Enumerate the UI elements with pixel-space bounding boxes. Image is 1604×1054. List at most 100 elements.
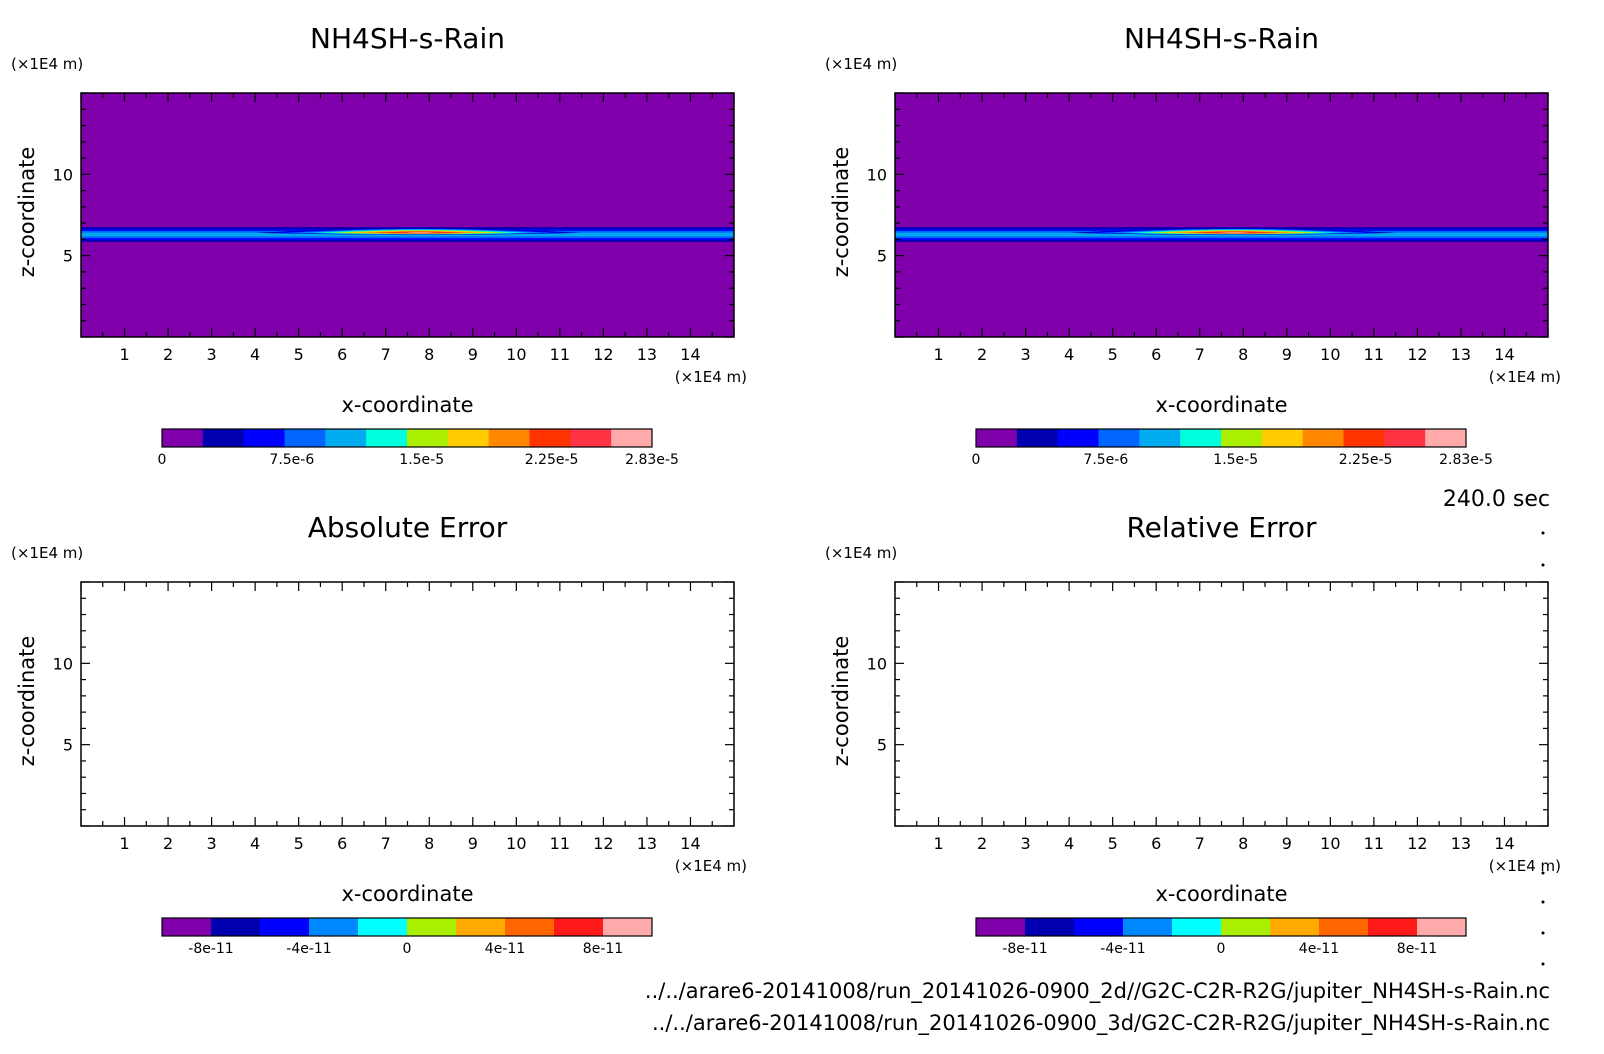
x-tick-label: 5 [1108, 345, 1118, 364]
colorbar-segment [1261, 429, 1304, 447]
colorbar-segment [1172, 918, 1222, 936]
stray-dot [1541, 931, 1545, 935]
x-tick-label: 1 [119, 345, 129, 364]
x-tick-label: 2 [977, 834, 987, 853]
colorbar-frame [161, 428, 653, 448]
stray-dot [1541, 563, 1545, 567]
colorbar-tick-label: 1.5e-5 [399, 452, 444, 468]
x-tick-label: 4 [1064, 834, 1074, 853]
y-axis-label: z-coordinate [829, 636, 853, 767]
colorbar-segment [1384, 429, 1426, 447]
x-tick-label: 11 [1364, 834, 1384, 853]
colorbar-tick-label: 4e-11 [1299, 941, 1339, 957]
y-tick-label: 10 [53, 165, 73, 184]
x-tick-label: 7 [1195, 834, 1205, 853]
x-axis-label: x-coordinate [1155, 393, 1287, 417]
x-tick-label: 6 [337, 834, 347, 853]
x-tick-label: 10 [1320, 345, 1340, 364]
colorbar-tick-label: 0 [1217, 941, 1226, 957]
x-tick-label: 13 [1451, 345, 1471, 364]
x-tick-label: 12 [1407, 834, 1427, 853]
colorbar-segment [976, 429, 1018, 447]
colorbar-segment [309, 918, 359, 936]
y-axis-unit: (×1E4 m) [11, 544, 83, 562]
x-tick-label: 8 [424, 345, 434, 364]
plot-field [895, 93, 1548, 337]
y-axis-label: z-coordinate [829, 147, 853, 278]
x-tick-label: 3 [207, 834, 217, 853]
chart-title: Absolute Error [308, 511, 508, 544]
colorbar-segment [1025, 918, 1075, 936]
stray-dot [1541, 962, 1545, 966]
colorbar-tick-label: 7.5e-6 [1083, 452, 1128, 468]
colorbar-segment [1319, 918, 1369, 936]
x-tick-label: 6 [337, 345, 347, 364]
colorbar-frame [161, 917, 653, 937]
x-tick-label: 12 [593, 834, 613, 853]
y-axis-unit: (×1E4 m) [11, 55, 83, 73]
y-tick-label: 10 [867, 165, 887, 184]
stray-dot [1541, 531, 1545, 535]
x-tick-label: 10 [506, 834, 526, 853]
bump-contour [405, 232, 436, 234]
colorbar-tick-label: 2.83e-5 [1439, 452, 1493, 468]
x-tick-label: 5 [1108, 834, 1118, 853]
colorbar-segment [505, 918, 555, 936]
colorbar-segment [202, 429, 245, 447]
y-tick-label: 10 [867, 654, 887, 673]
x-tick-label: 1 [933, 834, 943, 853]
field-background [81, 93, 734, 337]
colorbar-segment [1016, 429, 1059, 447]
colorbar-segment [1180, 429, 1222, 447]
x-tick-label: 2 [163, 834, 173, 853]
x-tick-label: 13 [1451, 834, 1471, 853]
colorbar-frame [975, 428, 1467, 448]
chart-panel: Relative Error(×1E4 m)1 2 3 4 5 6 7 8 9 10 11 12 13 1… [825, 511, 1561, 957]
colorbar-segment [1123, 918, 1173, 936]
x-tick-label: 12 [1407, 345, 1427, 364]
colorbar-segment [1302, 429, 1344, 447]
chart-title: Relative Error [1126, 511, 1317, 544]
chart-title: NH4SH-s-Rain [1124, 22, 1319, 55]
chart-panel: NH4SH-s-Rain(×1E4 m)1 2 3 4 5 6 7 8 9 10 11 12 13 145… [825, 22, 1561, 468]
y-axis-unit: (×1E4 m) [825, 544, 897, 562]
colorbar-segment [529, 429, 571, 447]
chart-panel: Absolute Error(×1E4 m)1 2 3 4 5 6 7 8 9 10 11 12 13 1… [11, 511, 747, 957]
x-tick-label: 2 [163, 345, 173, 364]
colorbar-tick-label: 2.25e-5 [525, 452, 579, 468]
colorbar-tick-label: 0 [972, 452, 981, 468]
colorbar-segment [456, 918, 506, 936]
y-axis-unit: (×1E4 m) [825, 55, 897, 73]
colorbar-tick-label: 2.25e-5 [1339, 452, 1393, 468]
x-axis-unit: (×1E4 m) [1489, 857, 1561, 875]
colorbar-segment [243, 429, 285, 447]
x-tick-label: 8 [1238, 345, 1248, 364]
x-tick-label: 13 [637, 834, 657, 853]
x-tick-label: 9 [1282, 834, 1292, 853]
colorbar-segment [1221, 918, 1271, 936]
colorbar-tick-label: -4e-11 [1100, 941, 1145, 957]
x-tick-label: 4 [250, 834, 260, 853]
x-tick-label: 2 [977, 345, 987, 364]
colorbar: 0 7.5e-6 1.5e-5 2.25e-5 2.83e-5 [972, 428, 1493, 468]
colorbar-tick-label: -4e-11 [286, 941, 331, 957]
x-axis-label: x-coordinate [1155, 882, 1287, 906]
colorbar-tick-label: 4e-11 [485, 941, 525, 957]
x-tick-label: 14 [680, 834, 700, 853]
x-tick-label: 9 [468, 345, 478, 364]
x-tick-label: 5 [294, 345, 304, 364]
y-tick-label: 10 [53, 654, 73, 673]
x-tick-label: 7 [381, 345, 391, 364]
colorbar-segment [1139, 429, 1181, 447]
colorbar: -8e-11 -4e-11 0 4e-11 8e-11 [975, 917, 1467, 957]
chart-title: NH4SH-s-Rain [310, 22, 505, 55]
colorbar-segment [488, 429, 530, 447]
colorbar-tick-label: 0 [403, 941, 412, 957]
x-tick-label: 9 [468, 834, 478, 853]
colorbar-segment [358, 918, 408, 936]
x-tick-label: 3 [207, 345, 217, 364]
colorbar-segment [1057, 429, 1099, 447]
y-axis-label: z-coordinate [15, 636, 39, 767]
x-tick-label: 13 [637, 345, 657, 364]
